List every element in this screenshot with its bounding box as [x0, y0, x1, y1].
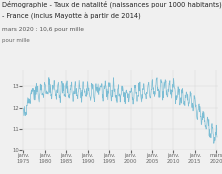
- Text: Démographie - Taux de natalité (naissances pour 1000 habitants): Démographie - Taux de natalité (naissanc…: [2, 1, 222, 8]
- Text: pour mille: pour mille: [2, 38, 30, 43]
- Text: mars 2020 : 10,6 pour mille: mars 2020 : 10,6 pour mille: [2, 27, 84, 32]
- Text: - France (inclus Mayotte à partir de 2014): - France (inclus Mayotte à partir de 201…: [2, 13, 141, 20]
